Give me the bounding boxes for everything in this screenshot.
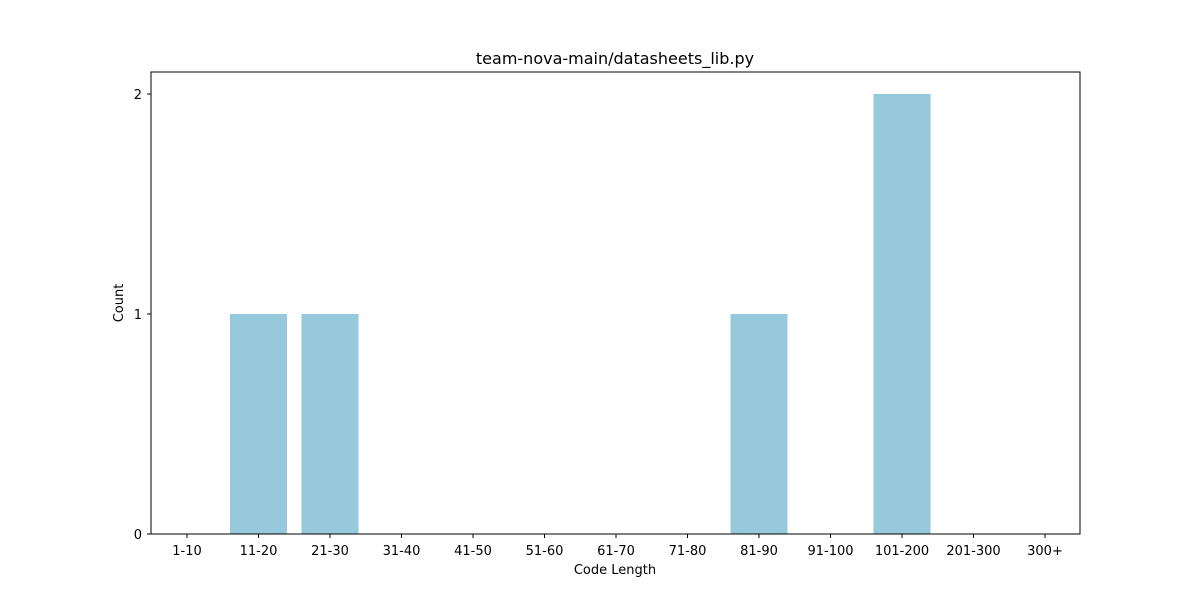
x-tick-label: 300+: [1027, 544, 1063, 559]
x-tick-label: 81-90: [740, 544, 778, 559]
x-tick-label: 91-100: [807, 544, 853, 559]
bar-21-30: [301, 314, 359, 534]
x-tick-label: 71-80: [669, 544, 707, 559]
x-tick-label: 41-50: [454, 544, 492, 559]
x-tick-label: 1-10: [172, 544, 202, 559]
y-tick-label: 2: [134, 88, 142, 103]
chart-title: team-nova-main/datasheets_lib.py: [476, 49, 754, 69]
y-tick-label: 0: [134, 528, 142, 543]
x-tick-label: 61-70: [597, 544, 635, 559]
y-axis-ticks: 0 1 2: [134, 88, 151, 543]
y-axis-label: Count: [112, 284, 127, 323]
x-tick-label: 11-20: [240, 544, 278, 559]
bar-101-200: [873, 94, 931, 534]
bar-11-20: [230, 314, 287, 534]
plot-frame: [150, 71, 1081, 535]
x-axis-label: Code Length: [574, 563, 656, 578]
bar-81-90: [730, 314, 788, 534]
x-tick-label: 201-300: [946, 544, 1000, 559]
x-tick-label: 31-40: [383, 544, 421, 559]
bars-layer: [230, 94, 931, 534]
x-axis-ticks: 1-10 11-20 21-30 31-40 41-50 51-60 61-70 71-80 8…: [172, 534, 1063, 559]
x-tick-label: 21-30: [311, 544, 349, 559]
y-tick-label: 1: [134, 308, 142, 323]
x-tick-label: 101-200: [875, 544, 929, 559]
x-tick-label: 51-60: [526, 544, 564, 559]
